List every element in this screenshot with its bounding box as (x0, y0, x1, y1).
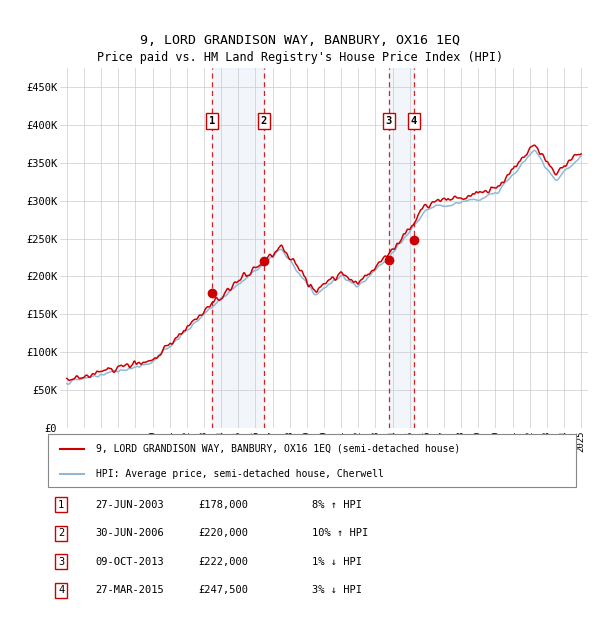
Text: 4: 4 (411, 116, 417, 126)
Text: 3: 3 (58, 557, 64, 567)
Text: 27-JUN-2003: 27-JUN-2003 (95, 500, 164, 510)
Text: 8% ↑ HPI: 8% ↑ HPI (312, 500, 362, 510)
Text: 4: 4 (58, 585, 64, 595)
Text: £222,000: £222,000 (199, 557, 248, 567)
Text: 9, LORD GRANDISON WAY, BANBURY, OX16 1EQ: 9, LORD GRANDISON WAY, BANBURY, OX16 1EQ (140, 34, 460, 46)
Text: £220,000: £220,000 (199, 528, 248, 538)
Text: 27-MAR-2015: 27-MAR-2015 (95, 585, 164, 595)
Text: 3% ↓ HPI: 3% ↓ HPI (312, 585, 362, 595)
Text: 9, LORD GRANDISON WAY, BANBURY, OX16 1EQ (semi-detached house): 9, LORD GRANDISON WAY, BANBURY, OX16 1EQ… (95, 444, 460, 454)
Text: 1: 1 (209, 116, 215, 126)
FancyBboxPatch shape (48, 434, 576, 487)
Text: Price paid vs. HM Land Registry's House Price Index (HPI): Price paid vs. HM Land Registry's House … (97, 51, 503, 63)
Text: HPI: Average price, semi-detached house, Cherwell: HPI: Average price, semi-detached house,… (95, 469, 383, 479)
Text: 1% ↓ HPI: 1% ↓ HPI (312, 557, 362, 567)
Text: 09-OCT-2013: 09-OCT-2013 (95, 557, 164, 567)
Text: 30-JUN-2006: 30-JUN-2006 (95, 528, 164, 538)
Text: 3: 3 (386, 116, 392, 126)
Bar (212, 68, 264, 428)
Text: 10% ↑ HPI: 10% ↑ HPI (312, 528, 368, 538)
Text: 2: 2 (58, 528, 64, 538)
Text: £247,500: £247,500 (199, 585, 248, 595)
Text: 1: 1 (58, 500, 64, 510)
Bar (389, 68, 414, 428)
Text: £178,000: £178,000 (199, 500, 248, 510)
Text: 2: 2 (261, 116, 267, 126)
